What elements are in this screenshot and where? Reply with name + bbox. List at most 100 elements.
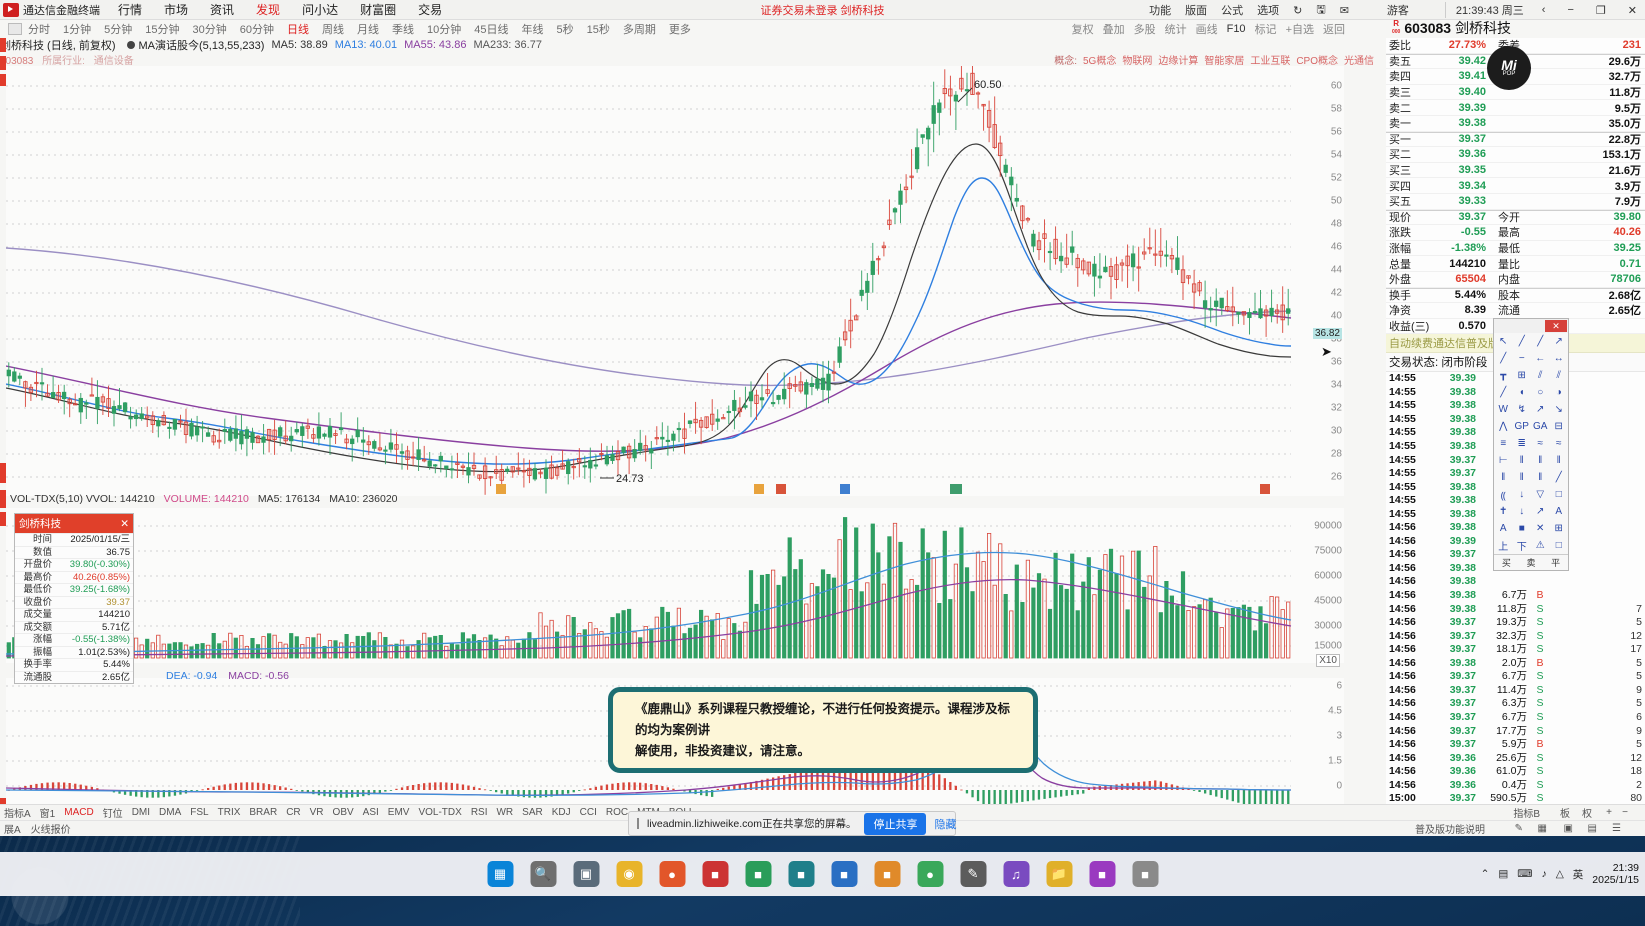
draw-tool-36[interactable]: ⸨ xyxy=(1500,490,1506,502)
tray-network-icon[interactable]: ▤ xyxy=(1498,868,1509,880)
bid-row-1[interactable]: 买一 39.37 22.8万 xyxy=(1386,131,1645,148)
tick-row[interactable]: 14:55 39.38 xyxy=(1386,426,1645,440)
draw-tool-7[interactable]: ↔ xyxy=(1553,353,1564,364)
stop-sharing-button[interactable]: 停止共享 xyxy=(864,812,927,835)
tick-row[interactable]: 14:55 39.38 xyxy=(1386,481,1645,495)
period-fenshi[interactable]: 分时 xyxy=(28,23,50,36)
period-15sec[interactable]: 15秒 xyxy=(586,23,610,36)
app-gray-icon[interactable]: ■ xyxy=(1132,861,1158,887)
tick-row[interactable]: 14:56 39.37 5.9万 B 5 xyxy=(1386,738,1645,752)
period-5sec[interactable]: 5秒 xyxy=(556,23,574,36)
tool-fuquan[interactable]: 复权 xyxy=(1071,23,1094,36)
tool-huaxian[interactable]: 画线 xyxy=(1195,23,1218,36)
tick-row[interactable]: 14:56 39.38 xyxy=(1386,575,1645,589)
tick-row[interactable]: 14:55 39.39 xyxy=(1386,372,1645,386)
tray-cloud-icon[interactable]: △ xyxy=(1555,868,1564,880)
indicator-vr[interactable]: VR xyxy=(309,807,324,818)
task-view-icon[interactable]: ▣ xyxy=(573,861,599,887)
indicator-roc[interactable]: ROC xyxy=(605,807,629,818)
period-1min[interactable]: 1分钟 xyxy=(63,23,92,36)
draw-tool-39[interactable]: □ xyxy=(1555,489,1562,500)
draw-tool-1[interactable]: ╱ xyxy=(1518,336,1525,347)
indicator-macd[interactable]: MACD xyxy=(64,807,94,818)
indicator-dingwei[interactable]: 钉位 xyxy=(102,809,123,820)
back-button[interactable]: ‹ xyxy=(1541,4,1546,16)
kline-tooltip[interactable]: 剑桥科技 ✕ 时间 2025/01/15/三 数值 36.75 开盘价 39.80(-… xyxy=(14,513,134,684)
indicator-brar[interactable]: BRAR xyxy=(249,807,278,818)
taskbar-icons[interactable]: ▦ 🔍 ▣ ◉ ● ■ ■ ■ ■ ■ ● ✎ ♫ 📁 ■ ■ xyxy=(487,861,1158,887)
period-yearly[interactable]: 年线 xyxy=(521,23,544,36)
close-icon[interactable]: ✕ xyxy=(120,517,129,530)
status-zhan-a[interactable]: 展A xyxy=(4,825,21,836)
status-grid-icon[interactable]: ▦ xyxy=(1537,823,1547,834)
draw-tool-27[interactable]: ≈ xyxy=(1556,438,1562,449)
draw-tool-29[interactable]: ‖ xyxy=(1519,455,1524,466)
draw-tool-10[interactable]: ⫽ xyxy=(1538,370,1543,381)
indicator-minus-icon[interactable]: − xyxy=(1622,807,1628,818)
draw-tool-16[interactable]: W xyxy=(1498,404,1508,415)
draw-tool-44[interactable]: A xyxy=(1499,523,1507,534)
refresh-icon[interactable]: ↻ xyxy=(1293,4,1303,17)
period-60min[interactable]: 60分钟 xyxy=(239,23,274,36)
menu-item-gongshi[interactable]: 公式 xyxy=(1221,5,1244,17)
draw-tool-14[interactable]: ○ xyxy=(1537,387,1544,398)
draw-tool-12[interactable]: ╱ xyxy=(1500,387,1507,398)
draw-tool-19[interactable]: ↘ xyxy=(1554,404,1563,415)
concept-tag-2[interactable]: 物联网 xyxy=(1122,56,1153,66)
tick-row[interactable]: 14:55 39.37 xyxy=(1386,467,1645,481)
indicator-trix[interactable]: TRIX xyxy=(217,807,241,818)
tick-row[interactable]: 14:56 39.38 xyxy=(1386,521,1645,535)
indicator-dma[interactable]: DMA xyxy=(159,807,182,818)
draw-tool-40[interactable]: ✝ xyxy=(1499,506,1508,517)
screen-share-notification[interactable]: liveadmin.lizhiweike.com正在共享您的屏幕。 停止共享 隐… xyxy=(628,811,956,836)
draw-tool-0[interactable]: ↖ xyxy=(1499,336,1508,347)
draw-tool-28[interactable]: ⊢ xyxy=(1498,455,1508,466)
minimize-button[interactable]: − xyxy=(1567,4,1574,16)
draw-tool-6[interactable]: ← xyxy=(1535,353,1546,364)
draw-tool-3[interactable]: ↗ xyxy=(1554,336,1563,347)
app-red-icon[interactable]: ■ xyxy=(702,861,728,887)
indicator-wr[interactable]: WR xyxy=(496,807,514,818)
indicator-rights[interactable]: 权 xyxy=(1582,809,1592,820)
tool-diejia[interactable]: 叠加 xyxy=(1102,23,1125,36)
menu-item-wenxiaoda[interactable]: 问小达 xyxy=(302,3,339,17)
bid-row-4[interactable]: 买四 39.34 3.9万 xyxy=(1386,178,1645,194)
menu-item-caifuquan[interactable]: 财富圈 xyxy=(360,3,397,17)
language-indicator[interactable]: 英 xyxy=(1572,868,1584,881)
indicator-kdj[interactable]: KDJ xyxy=(551,807,571,818)
indicator-fsl[interactable]: FSL xyxy=(190,807,209,818)
app-teal-icon[interactable]: ■ xyxy=(788,861,814,887)
menu-item-jiaoyi[interactable]: 交易 xyxy=(418,3,443,17)
tick-row[interactable]: 14:55 39.38 xyxy=(1386,494,1645,508)
tick-row[interactable]: 15:00 39.37 590.5万 S 80 xyxy=(1386,792,1645,806)
draw-tool-22[interactable]: GA xyxy=(1533,421,1548,432)
tick-row[interactable]: 14:56 39.37 6.7万 S 6 xyxy=(1386,711,1645,725)
period-more[interactable]: 更多 xyxy=(668,23,691,36)
tool-return[interactable]: 返回 xyxy=(1323,23,1345,36)
chrome-icon[interactable]: ◉ xyxy=(616,861,642,887)
indicator-asi[interactable]: ASI xyxy=(362,807,379,818)
bid-row-3[interactable]: 买三 39.35 21.6万 xyxy=(1386,163,1645,179)
draw-tool-4[interactable]: ╱ xyxy=(1500,353,1507,364)
draw-tool-2[interactable]: ╱ xyxy=(1537,336,1544,347)
indicator-cci[interactable]: CCI xyxy=(579,807,597,818)
tick-row[interactable]: 14:56 39.37 11.4万 S 9 xyxy=(1386,684,1645,698)
tick-row[interactable]: 14:56 39.36 25.6万 S 12 xyxy=(1386,752,1645,766)
period-multi[interactable]: 多周期 xyxy=(622,23,656,36)
draw-tool-41[interactable]: ↓ xyxy=(1519,506,1525,517)
drawing-tool-grid[interactable]: ↖ ╱ ╱ ↗ ╱ − ← ↔ ┳ ⊞ ⫽ ⫽ ╱ ◖ ○ ◑ W ↯ ↗ ↘ ⋀ GP GA ⊟ ≡ ≣ ≈ ≈ ⊢ ‖ ‖ ‖ ‖ ‖ ‖ ╱ ⸨ ↓… xyxy=(1494,333,1568,554)
tray-volume-icon[interactable]: ♪ xyxy=(1541,868,1547,880)
draw-tool-13[interactable]: ◖ xyxy=(1518,387,1525,398)
tick-row[interactable]: 14:56 39.38 2.0万 B 5 xyxy=(1386,657,1645,671)
app-orange-icon[interactable]: ■ xyxy=(874,861,900,887)
period-45day[interactable]: 45日线 xyxy=(474,23,509,36)
tool-duogu[interactable]: 多股 xyxy=(1133,23,1156,36)
period-30min[interactable]: 30分钟 xyxy=(192,23,227,36)
buy-button[interactable]: 买 xyxy=(1501,558,1511,568)
draw-tool-15[interactable]: ◑ xyxy=(1555,387,1562,398)
indicator-board[interactable]: 板 xyxy=(1560,809,1570,820)
draw-tool-48[interactable]: 上 xyxy=(1498,542,1509,553)
close-icon[interactable]: ✕ xyxy=(1545,320,1567,332)
flat-button[interactable]: 平 xyxy=(1551,558,1561,568)
draw-tool-23[interactable]: ⊟ xyxy=(1554,421,1563,432)
